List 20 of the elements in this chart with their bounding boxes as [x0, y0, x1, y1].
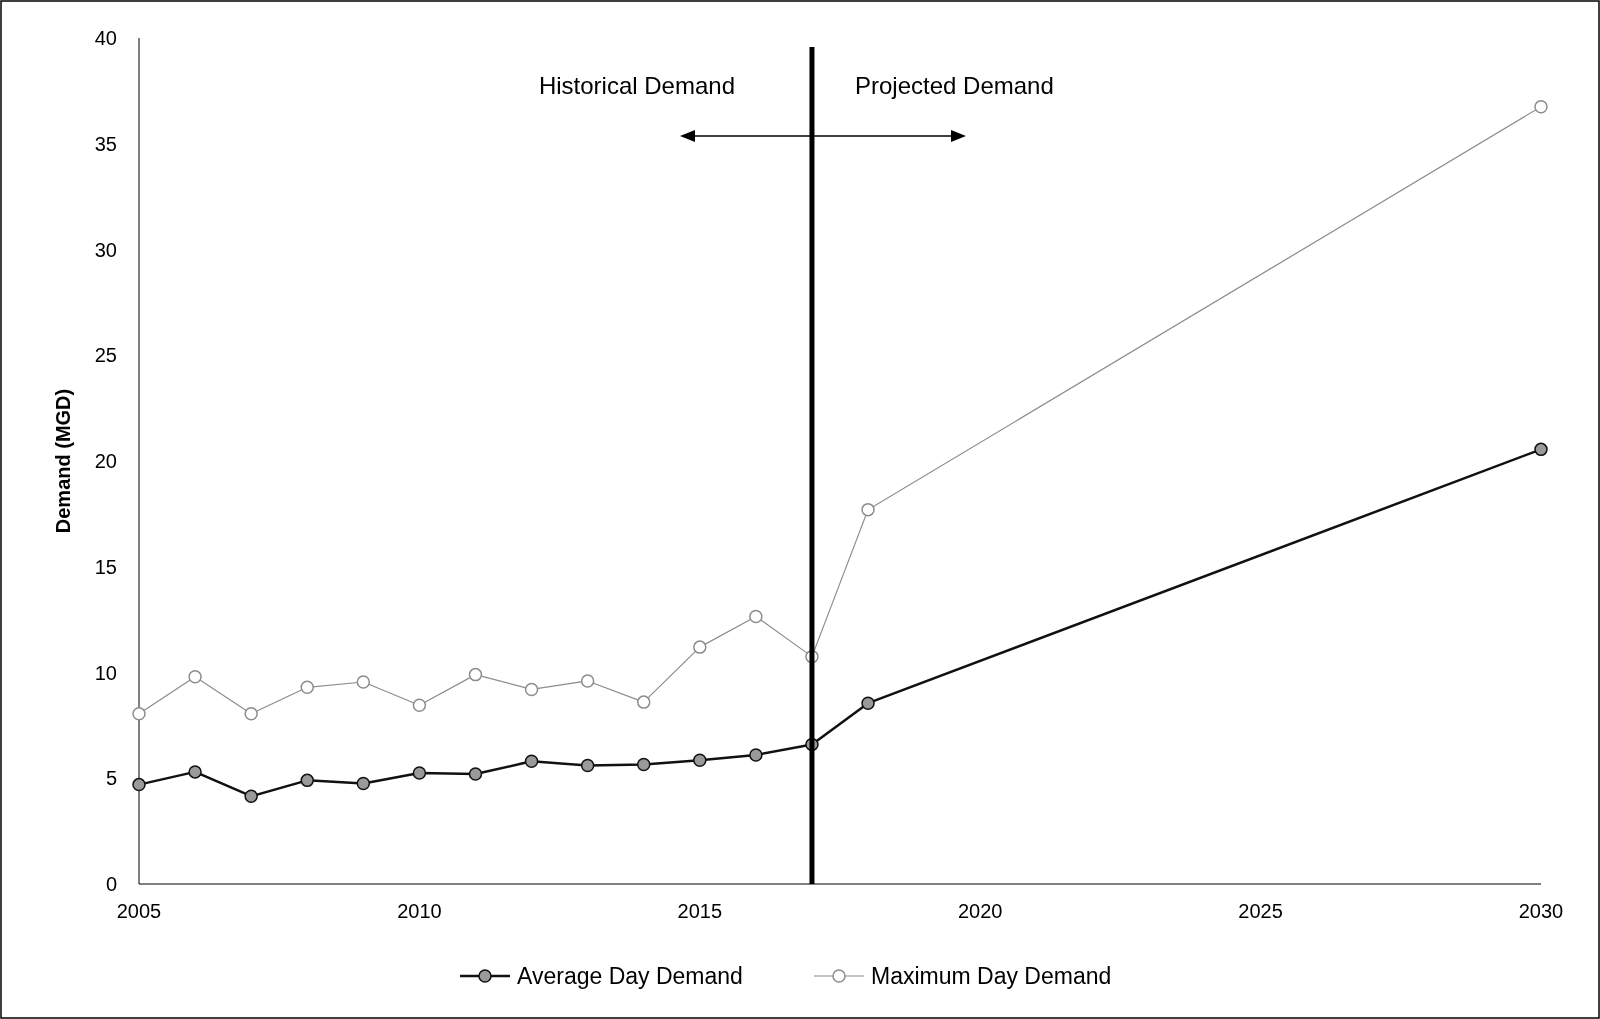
y-tick-label: 10	[94, 661, 117, 684]
y-axis-title: Demand (MGD)	[52, 388, 74, 534]
x-tick-label: 2030	[1518, 900, 1564, 922]
x-tick-label: 2010	[397, 900, 442, 922]
y-tick-label: 40	[94, 27, 117, 49]
y-tick-label: 5	[105, 767, 117, 790]
y-tick-label: 20	[94, 450, 117, 472]
annotation: Projected Demand	[855, 72, 1054, 99]
legend-label: Maximum Day Demand	[871, 963, 1112, 990]
annotation: Historical Demand	[538, 72, 735, 99]
y-tick-label: 30	[94, 238, 117, 261]
y-tick-label: 0	[105, 873, 117, 895]
y-tick-label: 25	[94, 344, 117, 367]
y-tick-label: 15	[94, 555, 117, 578]
x-tick-label: 2015	[677, 900, 723, 922]
y-tick-label: 35	[94, 132, 117, 155]
x-tick-label: 2005	[116, 900, 162, 922]
x-tick-label: 2020	[957, 900, 1003, 922]
legend-label: Average Day Demand	[517, 963, 743, 990]
x-tick-label: 2025	[1238, 900, 1283, 922]
